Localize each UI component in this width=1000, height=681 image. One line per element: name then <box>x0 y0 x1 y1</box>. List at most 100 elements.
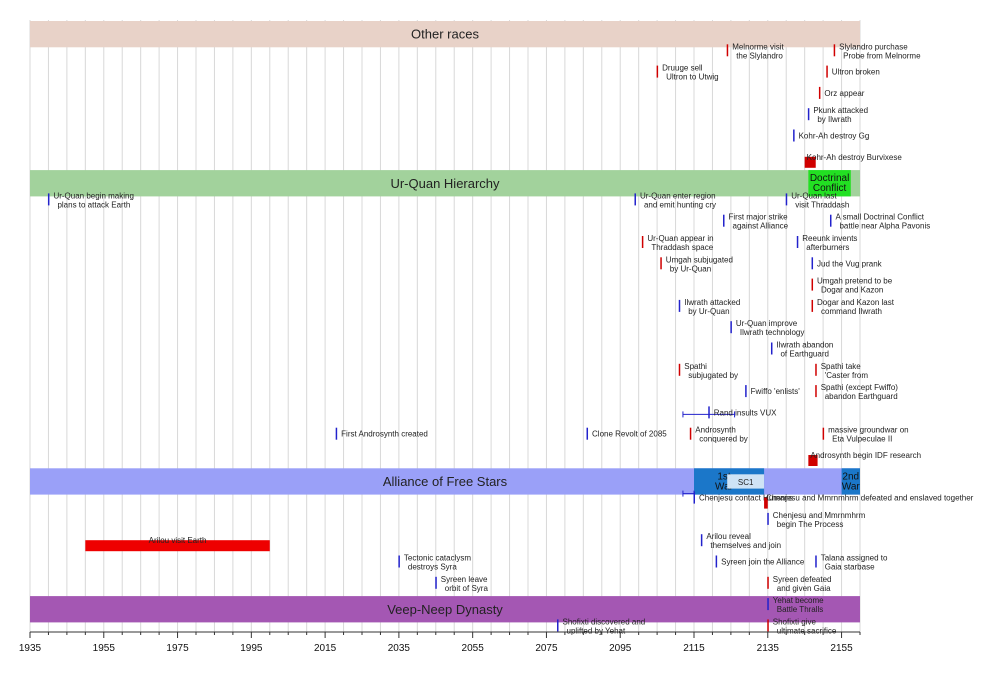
event-spathi-subjugated-by-ur-quan: Spathi subjugated by <box>678 362 738 380</box>
x-tick-label: 2035 <box>388 643 411 654</box>
event-label: massive groundwar on Eta Vulpeculae II <box>828 426 908 444</box>
event-marker <box>335 427 338 440</box>
event-umgah-pretend-to-be-dogar-and-kazon: Umgah pretend to be Dogar and Kazon <box>811 277 893 295</box>
x-axis: 1935 1955 1975 1995 2015 2035 2055 2075 2095 2115… <box>19 631 861 654</box>
event-marker <box>689 427 692 440</box>
period-bar <box>727 474 765 489</box>
band-bar <box>30 596 860 623</box>
event-ur-quan-enter-region-and-emit-hunting-cr: Ur-Quan enter region and emit hunting cry <box>634 191 716 209</box>
event-spathi-take-caster-from-umgah: Spathi take 'Caster from <box>815 362 868 380</box>
event-label: Spathi take 'Caster from <box>821 362 869 380</box>
period-label: Doctrinal Conflict <box>810 173 849 194</box>
event-slylandro-purchase-probe-from-melnorme: Slylandro purchase Probe from Melnorme <box>833 42 921 60</box>
event-marker <box>815 555 817 568</box>
event-rand-insults-vux: Rand insults VUX <box>682 406 777 419</box>
event-label: First Androsynth created <box>341 430 428 439</box>
event-label: Talana assigned to Gaia starbase <box>821 554 888 572</box>
event-label: Chenjesu and Mmrnmhrm begin The Process <box>773 511 866 529</box>
event-reeunk-invents-afterburners: Reeunk invents afterburners <box>796 234 857 252</box>
event-label: Ur-Quan enter region and emit hunting cry <box>640 191 716 209</box>
event-tectonic-cataclysm-destroys-syra: Tectonic cataclysm destroys Syra <box>398 554 471 572</box>
band-veep-neep-dynasty: Veep-Neep Dynasty <box>30 596 860 623</box>
event-label: Spathi (except Fwiffo) abandon Earthguard <box>821 383 899 401</box>
event-label: Orz appear <box>824 89 864 98</box>
event-marker <box>557 619 559 632</box>
event-label: A small Doctrinal Conflict battle near Al… <box>835 213 930 231</box>
event-marker <box>815 385 817 398</box>
event-marker <box>826 65 828 78</box>
event-label: Pkunk attacked by Ilwrath <box>813 106 868 124</box>
period-label: 1st War <box>715 471 734 492</box>
event-label: Rand insults VUX <box>714 408 777 417</box>
event-label: Fwiffo 'enlists' <box>751 387 801 396</box>
event-label: Ur-Quan improve Ilwrath technology <box>736 319 804 337</box>
event-ilwrath-attacked-by-ur-quan: Ilwrath attacked by Ur-Quan <box>678 298 740 316</box>
event-label: Ilwrath attacked by Ur-Quan <box>684 298 740 316</box>
event-marker <box>811 299 814 312</box>
event-syreen-defeated-and-given-gaia: Syreen defeated and given Gaia <box>767 575 831 593</box>
event-marker <box>807 108 810 121</box>
band-ur-quan-hierarchy: Ur-Quan Hierarchy <box>30 170 860 197</box>
event-label: Ur-Quan appear in Thraddash space <box>647 234 713 252</box>
event-marker <box>829 214 832 227</box>
event-marker <box>435 576 437 589</box>
event-span <box>764 497 768 509</box>
event-druuge-sell-ultron-to-utwig: Druuge sell Ultron to Utwig <box>656 64 719 82</box>
events: Slylandro purchase Probe from Melnorme Mel… <box>47 42 974 635</box>
event-marker <box>47 193 50 206</box>
band-label: Alliance of Free Stars <box>383 474 508 489</box>
event-span <box>808 455 818 466</box>
event-fwiffo-enlists: Fwiffo 'enlists' <box>745 385 801 398</box>
event-marker <box>586 427 589 440</box>
event-talana-assigned-to-gaia-starbase: Talana assigned to Gaia starbase <box>815 554 888 572</box>
x-tick-label: 2075 <box>535 643 558 654</box>
event-marker <box>641 236 644 248</box>
event-marker <box>811 257 814 270</box>
event-ilwrath-abandon-of-earthguard: Ilwrath abandon of Earthguard <box>770 341 833 359</box>
band-label: Veep-Neep Dynasty <box>387 602 503 617</box>
event-marker <box>678 363 681 376</box>
event-label: Syreen leave orbit of Syra <box>441 575 489 593</box>
event-marker <box>715 555 718 568</box>
event-massive-groundwar-on-eta-vulpeculae-ii: massive groundwar on Eta Vulpeculae II <box>822 426 909 444</box>
period-bar <box>841 468 860 495</box>
x-tick-label: 2015 <box>314 643 337 654</box>
period-2nd-war: 2nd War <box>841 468 861 495</box>
event-label: Ilwrath abandon of Earthguard <box>776 341 833 359</box>
period-bar <box>808 170 851 197</box>
band-bar <box>30 170 860 197</box>
event-marker <box>822 427 825 440</box>
event-label: Spathi subjugated by <box>684 362 738 380</box>
event-marker <box>660 257 662 270</box>
event-ur-quan-last-visit-thraddash: Ur-Quan last visit Thraddash <box>785 191 849 209</box>
event-label: Dogar and Kazon last command Ilwrath <box>817 298 895 316</box>
event-label: Melnorme visit the Slylandro <box>732 42 784 60</box>
event-orz-appear: Orz appear <box>818 86 865 99</box>
event-label: Kohr-Ah destroy Gg <box>799 132 870 141</box>
event-marker <box>767 619 769 632</box>
period-doctrinal-conflict: Doctrinal Conflict <box>808 170 851 197</box>
gridlines <box>29 20 861 632</box>
period-label: 2nd War <box>842 471 861 492</box>
event-marker <box>815 363 817 376</box>
event-marker <box>767 512 769 525</box>
event-a-small-doctrinal-conflict-battle-near-a: A small Doctrinal Conflict battle near Al… <box>829 213 930 231</box>
era-bands: Other races Ur-Quan Hierarchy Alliance of … <box>30 21 861 623</box>
x-tick-label: 1975 <box>166 643 189 654</box>
event-chenjesu-and-mmrnmhrm-defeated-and-ensla: Chenjesu and Mmrnmhrm defeated and ensla… <box>764 494 974 509</box>
band-bar <box>30 21 860 48</box>
event-label: Kohr-Ah destroy Burvixese <box>807 153 903 162</box>
event-label: Yehat become Battle Thralls <box>773 596 824 614</box>
x-tick-label: 2115 <box>683 643 705 654</box>
event-kohr-ah-destroy-gg: Kohr-Ah destroy Gg <box>793 129 870 142</box>
event-marker <box>656 65 659 78</box>
x-tick-label: 2055 <box>462 643 485 654</box>
event-label: Syreen defeated and given Gaia <box>773 575 832 593</box>
event-arilou-visit-earth: Arilou visit Earth <box>85 536 270 552</box>
event-label: Jud the Vug prank <box>817 259 883 268</box>
event-label: Arilou visit Earth <box>149 536 207 545</box>
event-dogar-and-kazon-last-command-ilwrath: Dogar and Kazon last command Ilwrath <box>811 298 895 316</box>
event-ur-quan-improve-ilwrath-technology: Ur-Quan improve Ilwrath technology <box>730 319 804 337</box>
event-androsynth-conquered-by-ur-quan: Androsynth conquered by <box>689 426 748 444</box>
event-marker <box>767 598 769 611</box>
